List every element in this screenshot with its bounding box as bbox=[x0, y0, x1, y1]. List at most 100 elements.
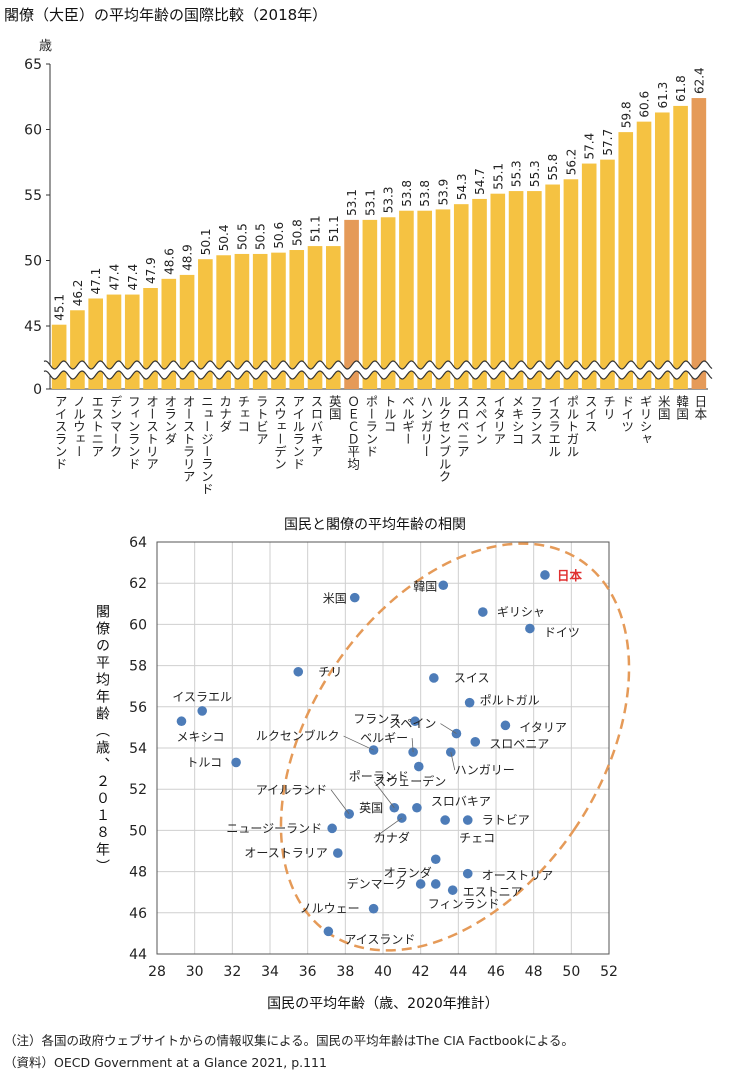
bar-y-tick-label: 60 bbox=[24, 123, 42, 139]
scatter-point-label: オーストリア bbox=[482, 869, 553, 883]
bar-category-label: イスラエル bbox=[546, 395, 561, 458]
scatter-y-tick-label: 50 bbox=[129, 823, 147, 839]
bar-category-label: オランダ bbox=[162, 395, 177, 445]
scatter-point bbox=[368, 903, 379, 914]
bar bbox=[472, 198, 487, 389]
bar-category-label: ラトビア bbox=[254, 395, 269, 445]
scatter-x-tick-label: 34 bbox=[261, 964, 279, 980]
scatter-y-axis-title: 閣僚の平均年齢（歳、２０１８年） bbox=[94, 604, 110, 876]
scatter-frame bbox=[156, 541, 610, 955]
scatter-point bbox=[440, 815, 450, 825]
bar-category-label: 英国 bbox=[327, 395, 342, 420]
bar-category-label: カナダ bbox=[217, 395, 232, 433]
scatter-point bbox=[349, 592, 360, 603]
bar-value-label: 55.3 bbox=[510, 160, 524, 187]
bar-value-label: 53.9 bbox=[436, 179, 450, 206]
bar bbox=[289, 250, 305, 389]
scatter-point-label: スイス bbox=[454, 671, 490, 685]
scatter-y-tick-label: 56 bbox=[129, 700, 147, 716]
scatter-y-tick-label: 48 bbox=[129, 865, 147, 881]
scatter-point-label: スロバキア bbox=[431, 795, 491, 809]
scatter-title: 国民と閣僚の平均年齢の相関 bbox=[284, 517, 466, 533]
bar-y-unit-label: 歳 bbox=[39, 39, 52, 54]
scatter-point-label: オーストラリア bbox=[244, 846, 327, 860]
bar-category-label: 韓国 bbox=[674, 395, 689, 420]
scatter-x-tick-label: 50 bbox=[562, 964, 580, 980]
bar-value-label: 50.8 bbox=[290, 219, 304, 246]
bar-y-tick-label: 65 bbox=[24, 57, 42, 73]
scatter-point-label: アイスランド bbox=[344, 932, 415, 946]
bar-category-label: スペイン bbox=[473, 395, 488, 445]
bar bbox=[362, 219, 378, 389]
bar-category-label: フランス bbox=[528, 395, 543, 445]
scatter-point bbox=[478, 607, 488, 617]
scatter-point-label: デンマーク bbox=[347, 876, 407, 891]
bar-value-label: 50.4 bbox=[217, 225, 231, 252]
scatter-x-tick-label: 32 bbox=[223, 964, 241, 980]
bar bbox=[399, 210, 414, 389]
scatter-leader-line bbox=[440, 723, 457, 734]
scatter-point-label: ルクセンブルク bbox=[256, 728, 340, 743]
scatter-point bbox=[293, 666, 304, 677]
scatter-point bbox=[462, 815, 473, 825]
bar-category-label: ギリシャ bbox=[638, 395, 653, 445]
bar-category-label: フィンランド bbox=[126, 395, 141, 470]
bar bbox=[618, 132, 634, 389]
bar-value-label: 57.4 bbox=[583, 133, 597, 160]
scatter-point-label: スウェーデン bbox=[374, 774, 446, 789]
scatter-x-tick-label: 36 bbox=[299, 964, 317, 980]
bar-value-label: 50.5 bbox=[235, 223, 249, 250]
scatter-point-label: ドイツ bbox=[544, 626, 580, 640]
bar bbox=[234, 253, 250, 389]
scatter-point bbox=[410, 716, 420, 727]
scatter-point bbox=[176, 716, 187, 727]
bar-value-label: 53.1 bbox=[363, 189, 377, 216]
bar-category-label: スロバキア bbox=[309, 395, 324, 458]
bar-value-label: 51.1 bbox=[327, 215, 341, 242]
scatter-point bbox=[389, 802, 400, 813]
bar-value-label: 62.4 bbox=[692, 67, 706, 94]
bar bbox=[453, 204, 469, 389]
bar-category-label: スウェーデン bbox=[272, 395, 287, 470]
scatter-point-label: 英国 bbox=[359, 801, 383, 815]
bar-category-label: ポルトガル bbox=[564, 395, 579, 458]
bar-category-label: ルクセンブルク bbox=[436, 395, 451, 483]
scatter-point bbox=[525, 623, 535, 634]
bar-value-label: 48.6 bbox=[162, 248, 176, 275]
scatter-x-tick-label: 48 bbox=[525, 964, 543, 980]
bar-category-label: メキシコ bbox=[510, 395, 525, 445]
bar-chart: 0 45 50 55 60 65 歳 45.1 アイスランド 46.2 ノルウェー 47.1 エストニア… bbox=[24, 39, 713, 495]
scatter-point-label: 韓国 bbox=[413, 579, 437, 593]
bar-value-label: 47.1 bbox=[89, 268, 103, 295]
bar-category-label: チリ bbox=[601, 395, 616, 420]
scatter-x-tick-label: 42 bbox=[412, 964, 430, 980]
scatter-point-label: ベルギー bbox=[360, 731, 408, 745]
bar bbox=[490, 193, 506, 389]
scatter-point bbox=[327, 823, 337, 834]
bar-category-label: アイスランド bbox=[53, 395, 68, 470]
scatter-y-tick-label: 62 bbox=[129, 576, 147, 592]
scatter-point bbox=[430, 854, 441, 865]
scatter-y-tick-label: 64 bbox=[129, 535, 147, 551]
scatter-point bbox=[464, 697, 475, 708]
scatter-point-label: フィンランド bbox=[428, 897, 500, 911]
scatter-point bbox=[438, 580, 449, 591]
bar-value-label: 54.7 bbox=[473, 168, 487, 195]
bar bbox=[673, 105, 688, 390]
axis-break-band bbox=[44, 361, 712, 379]
bar-value-label: 47.4 bbox=[107, 264, 121, 291]
scatter-leader-line bbox=[411, 738, 414, 753]
bar-category-label: 日本 bbox=[692, 395, 707, 421]
scatter-y-tick-label: 54 bbox=[129, 741, 147, 757]
bar bbox=[344, 219, 359, 389]
scatter-point-label: イタリア bbox=[519, 720, 567, 734]
bar-category-label: ドイツ bbox=[619, 395, 634, 433]
scatter-point bbox=[323, 926, 334, 937]
bar bbox=[508, 191, 524, 389]
scatter-point-label: ノルウェー bbox=[300, 902, 360, 916]
scatter-leader-line bbox=[373, 817, 403, 839]
bar-category-label: ハンガリー bbox=[418, 395, 433, 458]
bar bbox=[198, 259, 213, 389]
scatter-x-tick-label: 52 bbox=[600, 964, 618, 980]
bar-value-label: 54.3 bbox=[455, 173, 469, 200]
